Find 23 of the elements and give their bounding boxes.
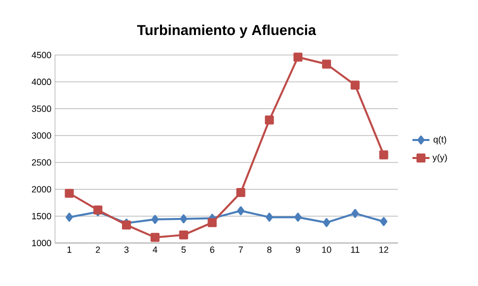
- y-tick-label: 4000: [32, 78, 52, 86]
- x-tick-label: 1: [67, 246, 72, 253]
- x-tick-label: 10: [322, 246, 332, 253]
- legend-label: q(t): [434, 136, 446, 144]
- x-tick-label: 12: [379, 246, 388, 253]
- x-tick-label: 8: [267, 246, 272, 253]
- y-tick-label: 1500: [32, 212, 52, 220]
- x-tick-label: 3: [124, 246, 129, 253]
- chart-title: Turbinamiento y Afluencia: [137, 24, 316, 38]
- y-tick-label: 1000: [32, 240, 52, 246]
- x-tick-label: 6: [210, 246, 214, 253]
- x-tick-label: 9: [296, 246, 300, 253]
- x-tick-label: 2: [96, 246, 100, 253]
- x-tick-label: 7: [238, 246, 243, 253]
- y-tick-label: 3000: [32, 132, 52, 139]
- y-tick-label: 3500: [32, 106, 52, 112]
- x-tick-label: 4: [152, 246, 158, 253]
- x-tick-label: 5: [181, 246, 186, 253]
- y-tick-label: 4500: [32, 52, 52, 58]
- legend-label: y(y): [432, 154, 447, 162]
- y-tick-label: 2500: [32, 159, 52, 166]
- x-tick-label: 11: [351, 246, 360, 253]
- y-tick-label: 2000: [32, 186, 52, 192]
